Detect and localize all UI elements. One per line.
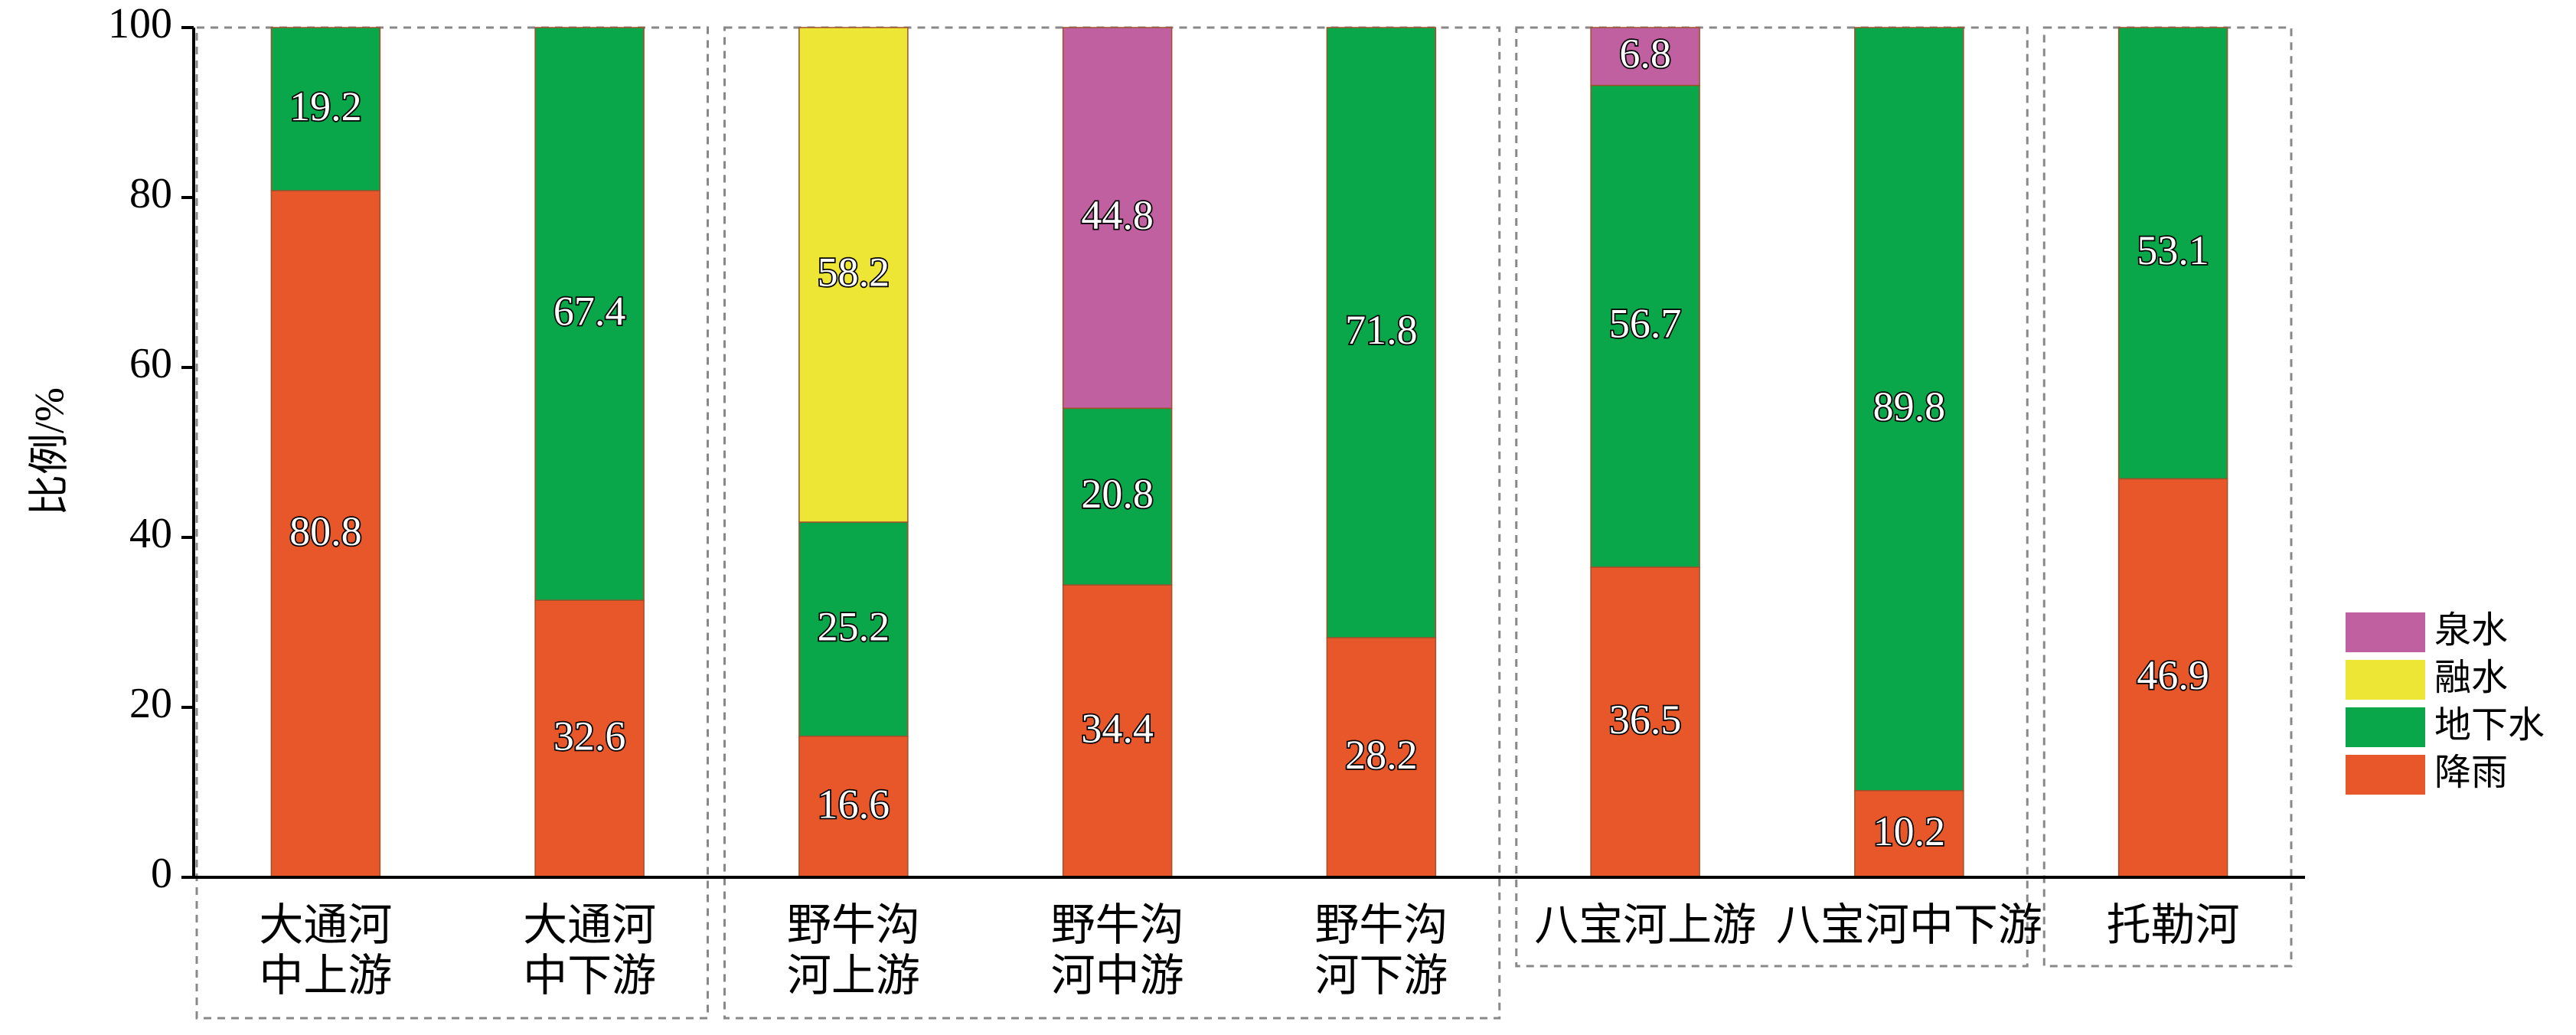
bar-segment	[1590, 27, 1700, 87]
bar-segment	[1854, 790, 1964, 878]
group-box	[2042, 26, 2293, 968]
bar-segment	[2117, 478, 2228, 878]
bar-segment	[1062, 407, 1173, 586]
value-label: 36.5	[1609, 697, 1682, 743]
value-label: 58.2	[818, 249, 890, 295]
value-label: 28.2	[1345, 732, 1418, 778]
value-label: 89.8	[1873, 384, 1946, 429]
x-tick-label: 野牛沟 河中游	[1050, 900, 1184, 1001]
group-box	[195, 26, 709, 1020]
legend-label: 泉水	[2434, 610, 2508, 651]
y-tick-label: 100	[108, 0, 172, 47]
x-tick-label: 八宝河中下游	[1775, 900, 2042, 950]
legend-swatch	[2346, 612, 2425, 652]
x-tick-label: 托勒河	[2106, 900, 2240, 950]
value-label: 25.2	[818, 603, 890, 649]
group-box	[1515, 26, 2029, 968]
value-label: 67.4	[553, 288, 626, 334]
value-label: 44.8	[1081, 192, 1154, 238]
bar-segment	[1326, 27, 1437, 638]
bar-segment	[1590, 84, 1700, 568]
value-label: 16.6	[818, 781, 890, 827]
bar-segment	[798, 735, 909, 878]
x-tick-label: 大通河 中上游	[259, 900, 393, 1001]
x-tick-label: 野牛沟 河上游	[786, 900, 920, 1001]
x-tick-label: 八宝河上游	[1534, 900, 1757, 950]
value-label: 71.8	[1345, 307, 1418, 353]
y-axis-label: 比例/%	[26, 387, 72, 516]
value-label: 6.8	[1619, 31, 1671, 77]
value-label: 32.6	[553, 713, 626, 759]
y-tick-label: 20	[129, 680, 172, 727]
legend-swatch	[2346, 660, 2425, 700]
value-label: 10.2	[1873, 808, 1946, 854]
bar-segment	[270, 27, 381, 191]
bar-segment	[270, 190, 381, 878]
bar-segment	[2117, 27, 2228, 480]
value-label: 19.2	[289, 83, 362, 129]
value-label: 46.9	[2137, 652, 2209, 698]
value-label: 80.8	[289, 508, 362, 554]
bar-segment	[1062, 27, 1173, 410]
legend-swatch	[2346, 755, 2425, 795]
x-tick-label: 大通河 中下游	[523, 900, 657, 1001]
legend-label: 地下水	[2434, 705, 2545, 746]
x-tick-label: 野牛沟 河下游	[1314, 900, 1448, 1001]
value-label: 20.8	[1081, 471, 1154, 517]
legend-swatch	[2346, 707, 2425, 747]
y-tick-label: 40	[129, 510, 172, 557]
value-label: 53.1	[2137, 227, 2209, 273]
legend-label: 降雨	[2434, 753, 2508, 793]
bar-segment	[1590, 566, 1700, 878]
bar-segment	[1854, 27, 1964, 792]
legend-label: 融水	[2434, 658, 2508, 698]
y-tick-label: 0	[151, 850, 172, 897]
bar-segment	[798, 521, 909, 737]
bar-segment	[534, 27, 645, 601]
bar-segment	[1326, 637, 1437, 878]
y-tick-label: 60	[129, 340, 172, 387]
value-label: 56.7	[1609, 301, 1682, 347]
y-tick-label: 80	[129, 170, 172, 217]
value-label: 34.4	[1081, 705, 1154, 751]
bar-segment	[798, 27, 909, 523]
